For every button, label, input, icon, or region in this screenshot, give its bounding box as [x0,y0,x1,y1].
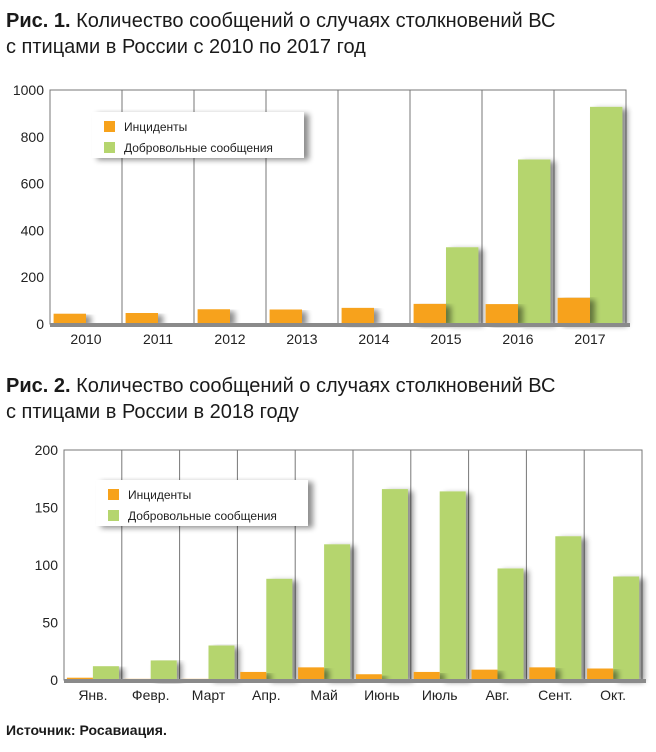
bar-incidents [298,667,325,680]
figure-1-title: Рис. 1. Количество сообщений о случаях с… [6,8,646,60]
bar-incidents [587,668,614,680]
y-tick-label: 400 [21,222,45,238]
bar-voluntary [555,536,582,680]
bar-voluntary [446,247,479,324]
legend: Инциденты Добровольные сообщения [92,112,304,158]
legend-swatch [108,489,119,500]
figure-2-title: Рис. 2. Количество сообщений о случаях с… [6,373,646,425]
x-tick-label: 2016 [502,331,533,347]
bar-voluntary [439,491,466,680]
bar-incidents [485,304,518,324]
y-tick-label: 50 [42,615,58,631]
x-axis-line [50,323,630,327]
legend-swatch [108,510,119,521]
legend-entry: Инциденты [128,488,191,502]
x-tick-label: Июль [422,687,458,703]
y-tick-label: 800 [21,129,45,145]
legend-entry: Инциденты [124,120,187,134]
bar-incidents [413,303,446,324]
x-tick-label: Февр. [132,687,170,703]
x-axis-line [64,679,646,683]
bar-incidents [341,307,374,324]
legend-swatch [104,142,115,153]
bar-voluntary [518,159,551,324]
bar-voluntary [208,645,235,680]
bar-incidents [471,669,498,680]
x-tick-label: Окт. [600,687,626,703]
x-tick-label: 2011 [143,331,173,347]
bar-incidents [269,309,302,324]
bar-voluntary [381,489,408,680]
bar-incidents [240,671,267,680]
x-tick-label: 2010 [70,331,101,347]
x-tick-label: 2015 [430,331,461,347]
bar-incidents [125,313,158,324]
chart-1: 0 200 400 600 800 1000 2010 2011 2012 2013 2014 201… [13,82,630,347]
bar-incidents [66,677,93,680]
bar-voluntary [324,544,351,680]
bar-voluntary [613,576,640,680]
y-tick-label: 200 [21,269,45,285]
bar-voluntary [92,666,119,680]
y-tick-label: 600 [21,176,45,192]
x-tick-label: Авг. [485,687,509,703]
bar-incidents [53,313,86,324]
figure-2-number: Рис. 2. [6,375,71,397]
legend-box [92,112,304,158]
bar-voluntary [497,568,524,680]
bar-incidents [413,671,440,680]
bar-incidents [197,309,230,324]
y-tick-label: 200 [35,442,59,458]
source-note: Источник: Росавиация. [6,722,167,738]
figure-1-title-line1: Количество сообщений о случаях столкнове… [76,10,556,32]
y-tick-label: 0 [36,316,44,332]
x-tick-label: Апр. [252,687,281,703]
legend-entry: Добровольные сообщения [124,141,273,155]
legend-swatch [104,121,115,132]
x-tick-label: 2012 [214,331,245,347]
bar-incidents [355,674,382,680]
figure-1-number: Рис. 1. [6,10,71,32]
bar-voluntary [266,578,293,680]
x-tick-label: 2013 [286,331,317,347]
x-tick-label: Июнь [364,687,400,703]
x-tick-label: Янв. [78,687,107,703]
chart-2: 0 50 100 150 200 Янв. Февр. Март Апр. Май Июнь Июль… [35,442,646,703]
x-tick-label: Март [192,687,226,703]
x-tick-label: Сент. [538,687,572,703]
bar-voluntary [590,106,623,325]
bar-incidents [529,667,556,680]
legend-entry: Добровольные сообщения [128,509,277,523]
figure-2-title-line2: с птицами в России в 2018 году [6,401,299,423]
y-tick-label: 1000 [13,82,44,98]
x-tick-label: 2017 [574,331,605,347]
figure-1-title-line2: с птицами в России с 2010 по 2017 год [6,36,366,58]
y-tick-label: 100 [35,557,59,573]
figure-2-title-line1: Количество сообщений о случаях столкнове… [76,375,556,397]
x-tick-label: Май [310,687,337,703]
bar-voluntary [150,660,177,680]
bar-incidents [557,297,590,324]
legend-box [96,480,308,526]
legend: Инциденты Добровольные сообщения [96,480,308,526]
y-tick-label: 0 [50,672,58,688]
y-tick-label: 150 [35,500,59,516]
x-tick-label: 2014 [358,331,389,347]
